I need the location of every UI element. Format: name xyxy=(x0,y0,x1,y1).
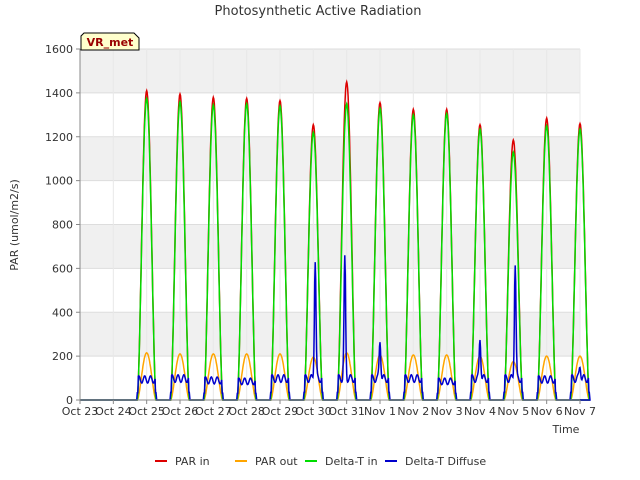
y-tick-label: 800 xyxy=(52,219,73,232)
y-tick-label: 0 xyxy=(66,394,73,407)
x-tick-label: Nov 7 xyxy=(564,405,596,418)
x-tick-label: Oct 26 xyxy=(162,405,199,418)
x-tick-label: Oct 24 xyxy=(95,405,132,418)
x-tick-label: Oct 28 xyxy=(228,405,265,418)
x-tick-label: Nov 4 xyxy=(464,405,496,418)
legend-label: Delta-T Diffuse xyxy=(405,455,486,468)
y-tick-label: 600 xyxy=(52,262,73,275)
y-tick-label: 400 xyxy=(52,306,73,319)
legend-label: PAR out xyxy=(255,455,298,468)
plot-band xyxy=(80,312,580,357)
legend-item: PAR out xyxy=(235,455,298,468)
x-tick-label: Nov 3 xyxy=(431,405,463,418)
x-tick-label: Oct 23 xyxy=(62,405,99,418)
chart-title: Photosynthetic Active Radiation xyxy=(215,4,422,19)
x-axis-label: Time xyxy=(552,423,580,436)
badge: VR_met xyxy=(80,32,140,51)
legend-item: PAR in xyxy=(155,455,210,468)
y-tick-label: 1000 xyxy=(45,175,73,188)
badge-label: VR_met xyxy=(87,36,134,49)
y-axis-label: PAR (umol/m2/s) xyxy=(8,179,21,271)
x-tick-label: Oct 27 xyxy=(195,405,232,418)
badge-box xyxy=(80,32,140,51)
y-tick-label: 200 xyxy=(52,350,73,363)
x-tick-label: Nov 6 xyxy=(531,405,563,418)
legend-label: PAR in xyxy=(175,455,210,468)
y-tick-label: 1200 xyxy=(45,131,73,144)
legend-label: Delta-T in xyxy=(325,455,378,468)
legend-item: Delta-T Diffuse xyxy=(385,455,486,468)
plot-band xyxy=(80,136,580,181)
x-tick-label: Oct 25 xyxy=(128,405,165,418)
legend-item: Delta-T in xyxy=(305,455,378,468)
y-tick-label: 1400 xyxy=(45,87,73,100)
plot-band xyxy=(80,224,580,269)
x-tick-label: Nov 2 xyxy=(397,405,429,418)
legend: PAR in PAR out Delta-T in Delta-T Diffuse xyxy=(155,455,486,468)
y-tick-label: 1600 xyxy=(45,43,73,56)
x-tick-label: Nov 5 xyxy=(497,405,529,418)
plot-band xyxy=(80,49,580,93)
x-tick-label: Nov 1 xyxy=(364,405,396,418)
x-tick-label: Oct 31 xyxy=(328,405,365,418)
x-tick-label: Oct 30 xyxy=(295,405,332,418)
x-tick-label: Oct 29 xyxy=(262,405,299,418)
